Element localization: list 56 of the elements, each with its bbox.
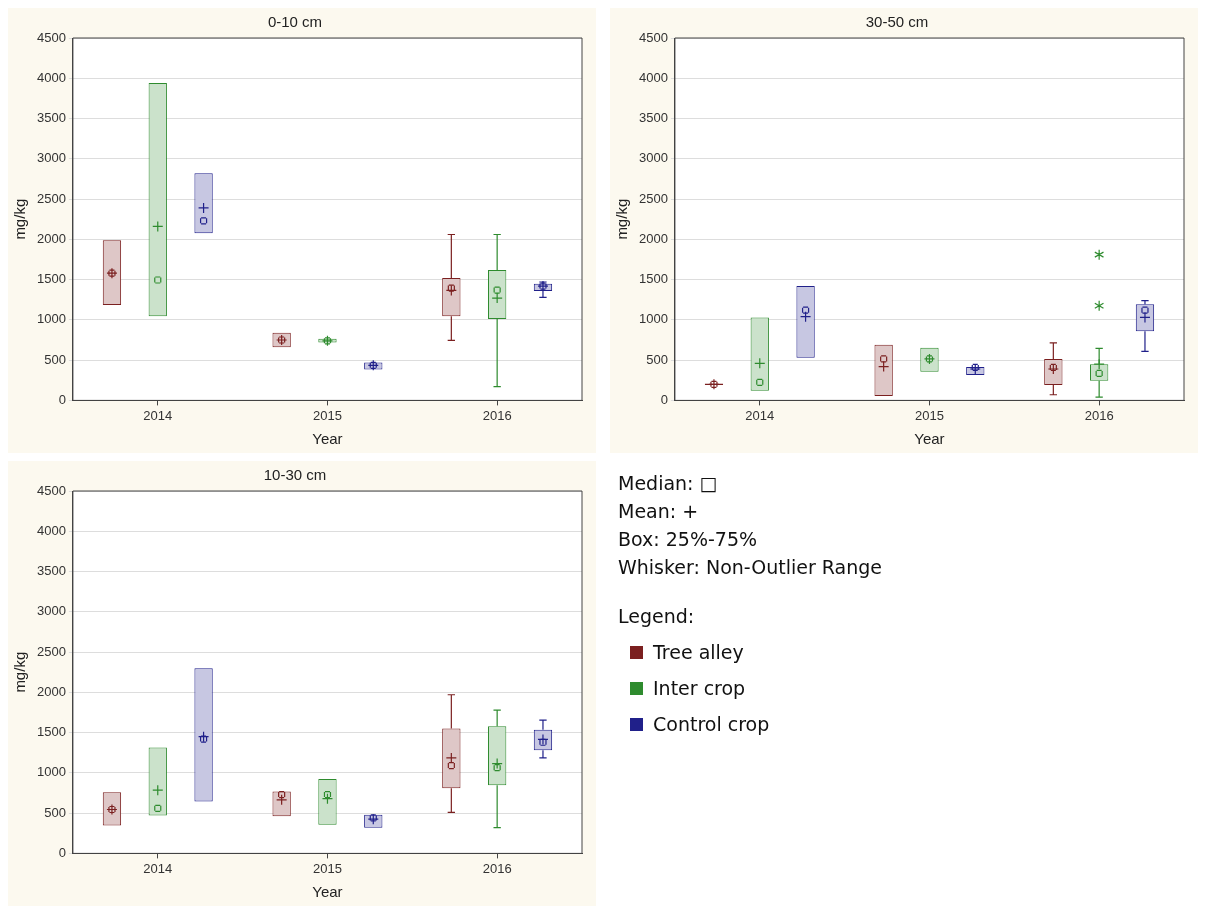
text: Box: 25%-75% (618, 527, 759, 552)
y-tick-label: 1500 (639, 271, 668, 287)
x-tick-label: 2016 (482, 860, 512, 876)
x-axis-title: Year (312, 883, 343, 901)
chart-title: 30-50 cm (865, 13, 929, 31)
x-tick-label: 2015 (313, 860, 342, 876)
y-tick-label: 1000 (639, 311, 668, 327)
x-axis-title: Year (312, 430, 343, 448)
y-tick-label: 500 (646, 351, 668, 367)
x-tick-label: 2015 (313, 407, 342, 423)
y-tick-label: 2000 (37, 230, 66, 246)
y-tick-label: 2000 (37, 683, 66, 699)
y-tick-label: 1500 (37, 271, 66, 287)
y-tick-label: 500 (44, 351, 66, 367)
chart-title: 0-10 cm (267, 13, 323, 31)
y-tick-label: 4500 (639, 29, 668, 45)
y-tick-label: 1000 (37, 764, 66, 780)
legend-title: Legend: (618, 605, 696, 627)
x-tick-label: 2014 (143, 860, 173, 876)
x-tick-label: 2015 (915, 407, 944, 423)
text: Whisker: Non-Outlier Range (618, 555, 882, 580)
y-tick-label: 2500 (37, 643, 66, 659)
legend-label: Inter crop (653, 677, 746, 699)
y-tick-label: 4000 (639, 69, 668, 85)
y-tick-label: 3000 (639, 150, 668, 166)
y-tick-label: 1500 (37, 724, 66, 740)
y-tick-label: 1000 (37, 311, 66, 327)
y-tick-label: 3000 (37, 603, 66, 619)
x-tick-label: 2014 (745, 407, 775, 423)
y-tick-label: 4500 (37, 29, 66, 45)
y-tick-label: 500 (44, 804, 66, 820)
chart-title: 10-30 cm (263, 466, 327, 484)
y-tick-label: 4500 (37, 482, 66, 498)
y-tick-label: 2500 (37, 190, 66, 206)
y-tick-label: 2000 (639, 230, 668, 246)
x-axis-title: Year (914, 430, 945, 448)
y-tick-label: 3500 (37, 563, 66, 579)
y-tick-label: 3000 (37, 150, 66, 166)
y-tick-label: 3500 (639, 110, 668, 126)
legend-label: Control crop (653, 713, 770, 735)
y-axis-title: mg/kg (11, 651, 29, 693)
y-tick-label: 0 (58, 391, 66, 407)
y-axis-title: mg/kg (613, 198, 631, 240)
y-tick-label: 3500 (37, 110, 66, 126)
x-tick-label: 2016 (1084, 407, 1114, 423)
y-axis-title: mg/kg (11, 198, 29, 240)
x-tick-label: 2014 (143, 407, 173, 423)
text: Mean: + (618, 499, 700, 524)
y-tick-label: 0 (660, 391, 668, 407)
y-tick-label: 0 (58, 844, 66, 860)
y-tick-label: 4000 (37, 522, 66, 538)
x-tick-label: 2016 (482, 407, 512, 423)
text: Median: □ (618, 471, 719, 496)
y-tick-label: 4000 (37, 69, 66, 85)
y-tick-label: 2500 (639, 190, 668, 206)
legend-label: Tree alley (653, 641, 744, 663)
